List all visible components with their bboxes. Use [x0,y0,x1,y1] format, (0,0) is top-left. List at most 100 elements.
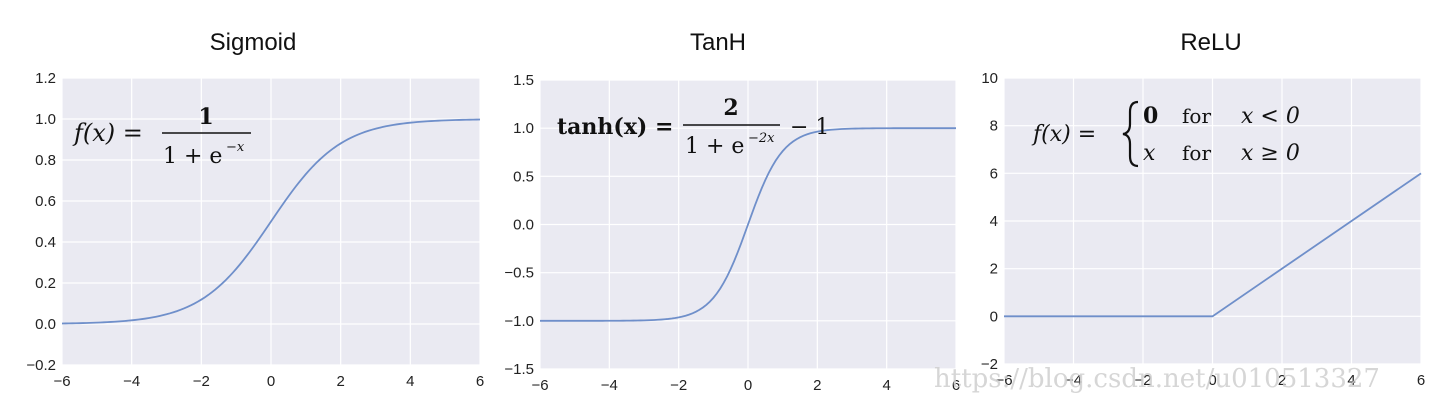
data-point [200,298,203,301]
chart-sigmoid: −6 −4 −2 0 2 4 6 −0.2 0.0 0.2 0.4 0.6 0.8 1.0 1.2 Sigmo… [26,29,484,390]
case1-value: 0 [1143,103,1158,129]
series-line [540,127,956,322]
sigmoid-formula: f(x) = 1 1 + e −x [72,104,251,169]
case1-cond: x < 0 [1241,104,1300,129]
x-tick-label: 0 [744,377,752,394]
formula-denominator: 1 + e [163,144,222,169]
formula-lhs: f(x) = [72,119,143,147]
data-point [304,173,307,176]
formula-denominator: 1 + e [685,134,744,159]
data-point [444,119,447,122]
watermark: https://blog.csdn.net/u010513327 [934,364,1380,394]
data-point [573,319,576,322]
tanh-formula: tanh(x) = 2 1 + e −2x − 1 [557,95,829,159]
data-point [608,319,611,322]
data-point [165,313,168,316]
formula-lhs: f(x) = [1031,122,1096,147]
series-line [1004,172,1422,318]
x-tick-label: −2 [1134,372,1151,389]
y-tick-label: 1.0 [35,111,56,128]
formula-tail: − 1 [790,115,829,140]
y-tick-label: −0.2 [26,357,56,374]
x-tick-label: 4 [406,373,414,390]
series-line [61,118,481,325]
y-tick-label: 0.6 [35,193,56,210]
data-point [851,127,854,130]
y-tick-label: 0 [990,308,998,325]
chart-tanh: −6 −4 −2 0 2 4 6 −1.5 −1.0 −0.5 0.0 0.5 1.0 1.5 TanH [504,29,960,394]
y-tick-label: 6 [990,165,998,182]
x-tick-label: 0 [267,373,275,390]
data-point [885,127,888,130]
data-point [95,321,98,324]
data-point [539,319,542,322]
chart-relu: −6 −4 −2 0 2 4 6 −2 0 2 4 6 8 10 ReLU [981,29,1425,389]
x-tick-label: −2 [193,373,210,390]
data-point [1211,315,1214,318]
relu-formula: f(x) = 0 for x < 0 x for x ≥ 0 [1031,100,1300,168]
x-tick-label: 2 [813,377,821,394]
y-tick-label: 0.0 [513,217,534,234]
x-tick-label: −6 [531,377,548,394]
x-tick-label: 6 [952,377,960,394]
y-tick-label: 1.0 [513,120,534,137]
data-point [61,322,64,325]
x-tick-label: 4 [1347,372,1355,389]
x-tick-label: 2 [336,373,344,390]
x-tick-label: −4 [123,373,140,390]
x-tick-label: 6 [476,373,484,390]
y-tick-label: 4 [990,213,998,230]
data-point [712,296,715,299]
y-tick-label: 10 [981,70,998,87]
y-tick-label: −0.5 [504,265,534,282]
data-point [677,316,680,319]
x-tick-label: −4 [601,377,618,394]
data-point [235,267,238,270]
data-point [747,223,750,226]
x-tick-label: 0 [1208,372,1216,389]
formula-exponent: −x [226,140,245,155]
data-point [339,142,342,145]
y-tick-label: 8 [990,118,998,135]
y-tick-label: 0.2 [35,275,56,292]
case2-cond: x ≥ 0 [1241,141,1300,166]
y-tick-label: 0.4 [35,234,56,251]
formula-lhs: tanh(x) = [557,114,673,140]
data-point [374,127,377,130]
x-tick-label: 2 [1278,372,1286,389]
data-point [643,319,646,322]
case1-word: for [1182,104,1211,128]
y-tick-label: 0.8 [35,152,56,169]
chart-title: TanH [690,29,746,56]
data-point [479,118,482,121]
y-tick-label: 1.2 [35,70,56,87]
x-tick-label: 4 [882,377,890,394]
x-tick-label: −6 [53,373,70,390]
data-point [920,127,923,130]
formula-numerator: 2 [723,95,738,121]
y-tick-label: 0.5 [513,168,534,185]
x-tick-label: 6 [1417,372,1425,389]
data-point [270,220,273,223]
x-tick-label: −4 [1065,372,1082,389]
y-tick-label: −1.5 [504,361,534,378]
y-tick-label: −2 [981,356,998,373]
y-tick-label: 1.5 [513,72,534,89]
chart-title: ReLU [1180,29,1241,56]
brace-icon [1122,100,1139,168]
chart-title: Sigmoid [210,29,297,56]
data-point [409,121,412,124]
formula-exponent: −2x [748,131,775,146]
y-tick-label: −1.0 [504,313,534,330]
data-point [781,150,784,153]
x-tick-label: −6 [995,372,1012,389]
y-tick-label: 2 [990,261,998,278]
data-point [1003,315,1006,318]
data-point [130,319,133,322]
data-point [955,127,958,130]
x-tick-label: −2 [670,377,687,394]
y-tick-label: 0.0 [35,316,56,333]
case2-value: x [1143,141,1156,166]
case2-word: for [1182,141,1211,165]
